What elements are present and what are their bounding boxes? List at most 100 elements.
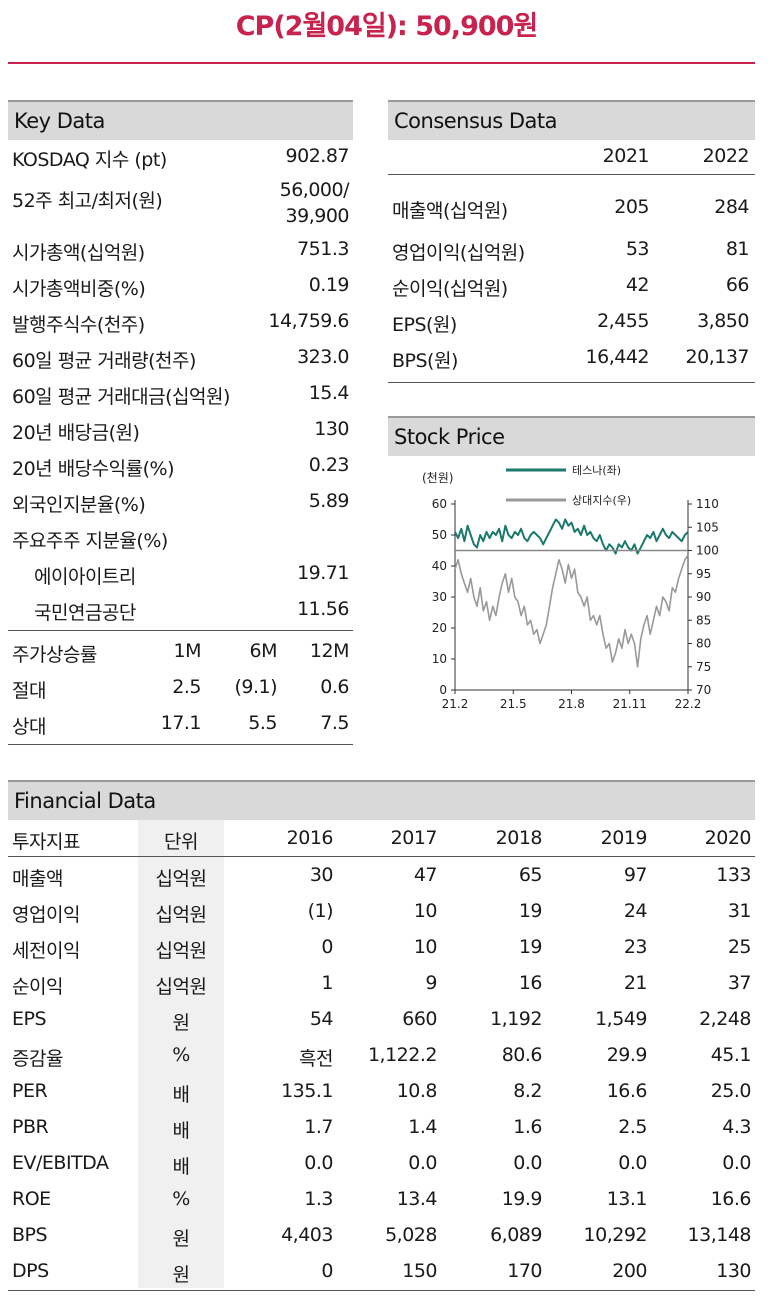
- legend-label-stock: 테스나(좌): [572, 464, 621, 477]
- key-data-value: 0.23: [308, 454, 350, 476]
- consensus-value-2022: 20,137: [685, 346, 750, 368]
- left-tick-label: 0: [439, 683, 447, 697]
- key-data-value: 323.0: [297, 346, 349, 368]
- financial-value: 45.1: [710, 1044, 752, 1066]
- consensus-bottom-rule: [388, 382, 755, 383]
- financial-metric-label: EV/EBITDA: [12, 1152, 109, 1174]
- financial-value: 0.0: [618, 1152, 647, 1174]
- financial-header-rule: [8, 856, 755, 857]
- financial-value: 4,403: [281, 1224, 333, 1246]
- left-tick-label: 30: [432, 590, 447, 604]
- key-data-value: 130: [314, 418, 349, 440]
- financial-value: 1.4: [408, 1116, 437, 1138]
- financial-value: 1,192: [490, 1008, 542, 1030]
- consensus-value-2021: 2,455: [597, 310, 649, 332]
- key-data-label: 20년 배당금(원): [12, 422, 140, 444]
- x-tick-label: 21.5: [500, 697, 527, 711]
- financial-value: 6,089: [490, 1224, 542, 1246]
- financial-data-table: 투자지표 단위 2016 2017 2018 2019 2020 매출액 십억원 30 47 65 97…: [8, 820, 755, 1291]
- financial-value: 13.1: [606, 1188, 648, 1210]
- consensus-value-2022: 3,850: [697, 310, 749, 332]
- consensus-year-2022: 2022: [702, 145, 750, 167]
- financial-header-cell: 2020: [704, 827, 752, 849]
- returns-cell: 17.1: [160, 712, 202, 734]
- financial-value: 10.8: [396, 1080, 438, 1102]
- financial-unit: %: [172, 1044, 190, 1066]
- financial-value: 5,028: [385, 1224, 437, 1246]
- financial-value: 10,292: [583, 1224, 648, 1246]
- returns-cell: 0.6: [320, 676, 349, 698]
- financial-value: 25: [727, 936, 752, 958]
- key-data-value-line: 39,900: [285, 205, 350, 227]
- series-line-relative: [454, 554, 689, 668]
- financial-header-cell: 2017: [390, 827, 438, 849]
- key-data-label: 52주 최고/최저(원): [12, 190, 163, 212]
- financial-row: BPS 원 4,403 5,028 6,089 10,292 13,148: [8, 1224, 755, 1260]
- key-data-label: KOSDAQ 지수 (pt): [12, 149, 167, 171]
- key-data-label: 60일 평균 거래대금(십억원): [12, 386, 230, 408]
- consensus-value-2022: 81: [725, 238, 750, 260]
- key-data-label: 시가총액(십억원): [12, 242, 145, 264]
- right-tick-label: 70: [696, 683, 711, 697]
- financial-value: 21: [623, 972, 648, 994]
- consensus-value-2021: 53: [625, 238, 650, 260]
- key-data-value: 5.89: [308, 490, 350, 512]
- financial-header-cell: 투자지표: [12, 831, 80, 853]
- key-data-bottom-rule: [8, 744, 353, 745]
- financial-value: 25.0: [710, 1080, 752, 1102]
- financial-metric-label: 매출액: [12, 868, 63, 890]
- financial-metric-label: 세전이익: [12, 940, 80, 962]
- financial-metric-label: 증감율: [12, 1048, 63, 1070]
- financial-unit: 원: [172, 1228, 190, 1250]
- financial-value: 4.3: [722, 1116, 751, 1138]
- financial-unit: 십억원: [155, 976, 207, 998]
- key-data-label: 시가총액비중(%): [12, 278, 146, 300]
- key-data-value: 19.71: [297, 562, 349, 584]
- financial-header-row: 투자지표 단위 2016 2017 2018 2019 2020: [8, 827, 755, 863]
- x-tick-label: 21.11: [613, 697, 647, 711]
- series-line-stock: [454, 518, 689, 555]
- financial-value: 30: [309, 864, 334, 886]
- financial-unit: 십억원: [155, 904, 207, 926]
- right-tick-label: 105: [696, 520, 719, 534]
- consensus-value-2021: 16,442: [585, 346, 650, 368]
- consensus-value-2022: 284: [714, 196, 749, 218]
- left-tick-label: 50: [432, 528, 447, 542]
- financial-value: 9: [425, 972, 437, 994]
- consensus-value-2022: 66: [725, 274, 750, 296]
- key-data-value: 902.87: [285, 145, 350, 167]
- financial-value: 31: [727, 900, 752, 922]
- left-axis-unit: (천원): [422, 470, 453, 485]
- financial-unit: 원: [172, 1012, 190, 1034]
- key-data-value: 751.3: [297, 238, 349, 260]
- consensus-label: 영업이익(십억원): [392, 242, 525, 264]
- right-tick-label: 80: [696, 637, 711, 651]
- unit-column-shade: [138, 820, 224, 1288]
- financial-bottom-rule: [8, 1290, 755, 1291]
- key-data-label: 외국인지분율(%): [12, 494, 146, 516]
- financial-value: 1.7: [304, 1116, 333, 1138]
- title-divider: [8, 62, 755, 64]
- financial-value: 29.9: [606, 1044, 648, 1066]
- financial-row: 영업이익 십억원 (1) 10 19 24 31: [8, 900, 755, 936]
- returns-header-cell: 주가상승률: [12, 644, 97, 666]
- returns-cell: 2.5: [172, 676, 201, 698]
- x-tick-label: 21.8: [558, 697, 585, 711]
- right-tick-label: 110: [696, 497, 719, 511]
- financial-value: 80.6: [501, 1044, 543, 1066]
- financial-value: 1,549: [595, 1008, 647, 1030]
- key-data-label: 20년 배당수익률(%): [12, 458, 174, 480]
- key-data-value: 56,000/39,900: [280, 177, 350, 229]
- key-data-label: 주요주주 지분율(%): [12, 530, 168, 552]
- financial-row: 세전이익 십억원 0 10 19 23 25: [8, 936, 755, 972]
- financial-metric-label: BPS: [12, 1224, 48, 1246]
- consensus-value-2021: 205: [614, 196, 649, 218]
- financial-value: 0.0: [513, 1152, 542, 1174]
- financial-value: 47: [413, 864, 438, 886]
- consensus-label: 순이익(십억원): [392, 278, 508, 300]
- financial-value: 19: [518, 936, 543, 958]
- consensus-year-2021: 2021: [602, 145, 650, 167]
- key-data-label: 에이아이트리: [34, 566, 136, 588]
- consensus-label: EPS(원): [392, 314, 457, 336]
- financial-metric-label: 순이익: [12, 976, 63, 998]
